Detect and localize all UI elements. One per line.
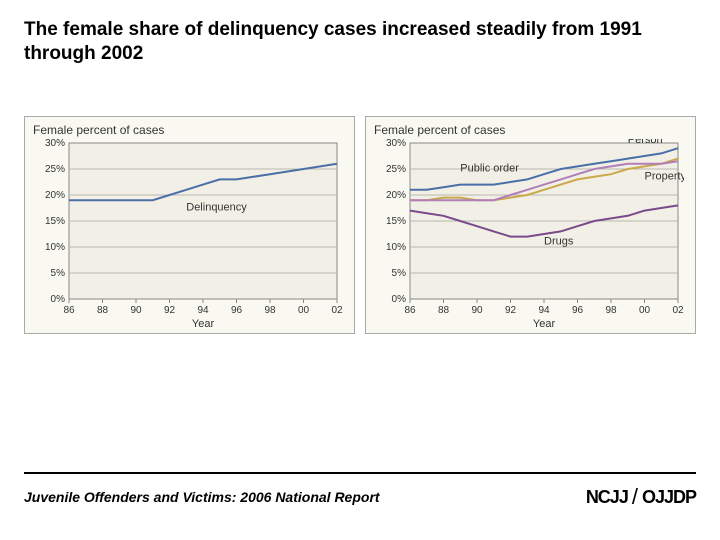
svg-text:Property: Property <box>645 170 685 182</box>
svg-text:02: 02 <box>331 305 343 316</box>
svg-text:00: 00 <box>298 305 310 316</box>
logo-separator: / <box>632 484 638 510</box>
chart-right-subtitle: Female percent of cases <box>374 123 687 137</box>
svg-text:96: 96 <box>231 305 243 316</box>
svg-text:00: 00 <box>639 305 651 316</box>
chart-left-svg: 0% 5% 10% 15% 20% 25% 30% 86 88 90 92 94 96 98 00 02 Yea… <box>33 139 343 329</box>
svg-text:Delinquency: Delinquency <box>186 201 247 213</box>
svg-text:92: 92 <box>505 305 517 316</box>
svg-text:5%: 5% <box>51 268 66 279</box>
footer: Juvenile Offenders and Victims: 2006 Nat… <box>24 472 696 510</box>
svg-text:94: 94 <box>197 305 209 316</box>
svg-text:02: 02 <box>672 305 684 316</box>
svg-text:25%: 25% <box>45 164 65 175</box>
svg-text:88: 88 <box>97 305 109 316</box>
svg-text:90: 90 <box>471 305 483 316</box>
svg-text:Year: Year <box>533 318 556 329</box>
svg-text:Public order: Public order <box>460 162 519 174</box>
svg-text:86: 86 <box>63 305 75 316</box>
svg-text:98: 98 <box>264 305 276 316</box>
svg-text:30%: 30% <box>45 139 65 149</box>
svg-text:96: 96 <box>572 305 584 316</box>
svg-text:0%: 0% <box>51 294 66 305</box>
svg-text:86: 86 <box>404 305 416 316</box>
svg-text:0%: 0% <box>392 294 407 305</box>
svg-text:5%: 5% <box>392 268 407 279</box>
svg-text:92: 92 <box>164 305 176 316</box>
svg-text:10%: 10% <box>45 242 65 253</box>
ncjj-logo: NCJJ <box>586 487 628 508</box>
svg-text:15%: 15% <box>386 216 406 227</box>
chart-right-svg: 0% 5% 10% 15% 20% 25% 30% 86 88 90 92 94 96 98 00 02 Yea… <box>374 139 684 329</box>
svg-text:Year: Year <box>192 318 215 329</box>
svg-text:25%: 25% <box>386 164 406 175</box>
svg-text:30%: 30% <box>386 139 406 149</box>
ojjdp-logo: OJJDP <box>642 487 696 508</box>
svg-text:94: 94 <box>538 305 550 316</box>
svg-text:20%: 20% <box>45 190 65 201</box>
svg-text:Drugs: Drugs <box>544 235 574 247</box>
footer-rule <box>24 472 696 474</box>
svg-text:15%: 15% <box>45 216 65 227</box>
svg-text:88: 88 <box>438 305 450 316</box>
source-text: Juvenile Offenders and Victims: 2006 Nat… <box>24 489 380 505</box>
chart-left-subtitle: Female percent of cases <box>33 123 346 137</box>
svg-text:90: 90 <box>130 305 142 316</box>
chart-left-box: Female percent of cases 0% 5% 10% 15% 20% 25%… <box>24 116 355 334</box>
svg-text:98: 98 <box>605 305 617 316</box>
svg-text:Person: Person <box>628 139 663 146</box>
charts-row: Female percent of cases 0% 5% 10% 15% 20% 25%… <box>24 116 696 334</box>
logos: NCJJ / OJJDP <box>586 484 696 510</box>
svg-text:10%: 10% <box>386 242 406 253</box>
svg-text:20%: 20% <box>386 190 406 201</box>
chart-right-box: Female percent of cases 0% 5% 10% 15% 20% 25%… <box>365 116 696 334</box>
slide-title: The female share of delinquency cases in… <box>24 18 696 66</box>
